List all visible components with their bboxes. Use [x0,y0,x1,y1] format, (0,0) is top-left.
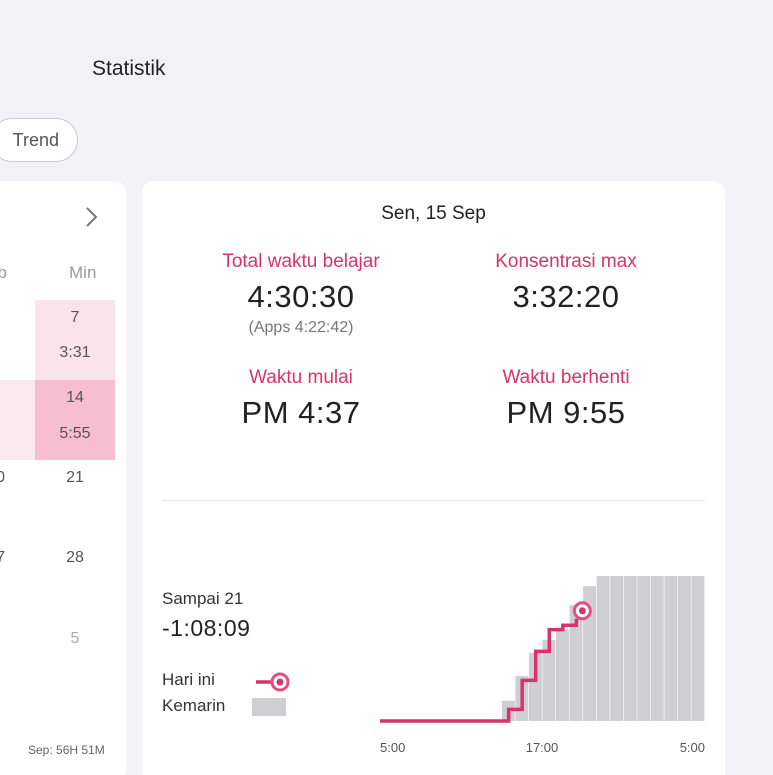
yesterday-bar [556,629,569,721]
legend-yesterday-swatch [252,698,286,716]
end-time-stat: Waktu berhenti PM 9:55 [456,367,676,431]
next-month-button[interactable] [80,203,104,231]
max-concentration-stat: Konsentrasi max 3:32:20 [456,251,676,315]
until-difference-value: -1:08:09 [162,615,251,641]
start-time-value: PM 4:37 [241,395,361,430]
apps-time-value: (Apps 4:22:42) [248,319,354,336]
yesterday-bar [610,576,624,721]
calendar-day-time: 3:31 [59,344,91,361]
legend-today-label: Hari ini [162,670,215,689]
selected-date: Sen, 15 Sep [381,203,486,224]
yesterday-bar [664,576,678,721]
calendar-day-cell[interactable] [35,300,115,380]
legend-today-swatch [256,672,290,692]
end-time-label: Waktu berhenti [502,367,630,388]
until-label: Sampai 21 [162,589,244,608]
yesterday-bar [542,639,556,721]
total-study-time-stat: Total waktu belajar 4:30:30 (Apps 4:22:4… [191,251,411,337]
yesterday-bar [623,576,637,721]
calendar-day-number: 5 [70,630,80,647]
start-time-stat: Waktu mulai PM 4:37 [191,367,411,431]
end-time-value: PM 9:55 [506,395,626,430]
month-summary: Sep: 56H 51M [28,743,105,757]
calendar-day-number: 28 [66,549,84,566]
total-study-time-label: Total waktu belajar [222,251,380,272]
x-tick-label: 17:00 [526,740,559,755]
calendar-day-number: 14 [66,389,84,406]
page-title: Statistik [92,57,166,80]
total-study-time-value: 4:30:30 [247,279,355,314]
start-time-label: Waktu mulai [249,367,353,388]
max-concentration-value: 3:32:20 [512,279,620,314]
x-tick-label: 5:00 [680,740,705,755]
yesterday-bar [677,576,691,721]
weekday-min: Min [69,263,97,282]
calendar-day-number: 0 [0,469,5,486]
divider [162,500,705,501]
trend-button[interactable]: Trend [0,118,78,162]
yesterday-bar [528,652,542,721]
yesterday-bar [691,576,705,721]
max-concentration-label: Konsentrasi max [495,251,637,272]
yesterday-bar [596,576,610,721]
legend-yesterday-label: Kemarin [162,696,226,715]
chevron-right-icon [86,207,98,227]
yesterday-bar [637,576,651,721]
cumulative-study-chart: 5:00 17:00 5:00 [380,576,705,755]
calendar-day-cell-selected[interactable] [35,380,115,460]
calendar-day-number: 7 [70,309,80,326]
calendar-day-cell[interactable] [0,380,35,460]
calendar-day-time: 5:55 [59,425,91,442]
yesterday-bar [650,576,664,721]
calendar-card: ab Min 7 3:31 3 14 08 5:55 0 21 7 28 5 S… [0,181,126,775]
today-end-marker-dot [578,607,586,615]
today-series-line [380,618,579,723]
calendar-day-number: 21 [66,469,84,486]
day-detail-card: Sen, 15 Sep Total waktu belajar 4:30:30 … [142,181,725,775]
weekday-sab: ab [0,263,7,282]
yesterday-bar [569,605,583,721]
calendar-day-number: 7 [0,549,5,566]
x-tick-label: 5:00 [380,740,405,755]
yesterday-bar [583,586,597,721]
